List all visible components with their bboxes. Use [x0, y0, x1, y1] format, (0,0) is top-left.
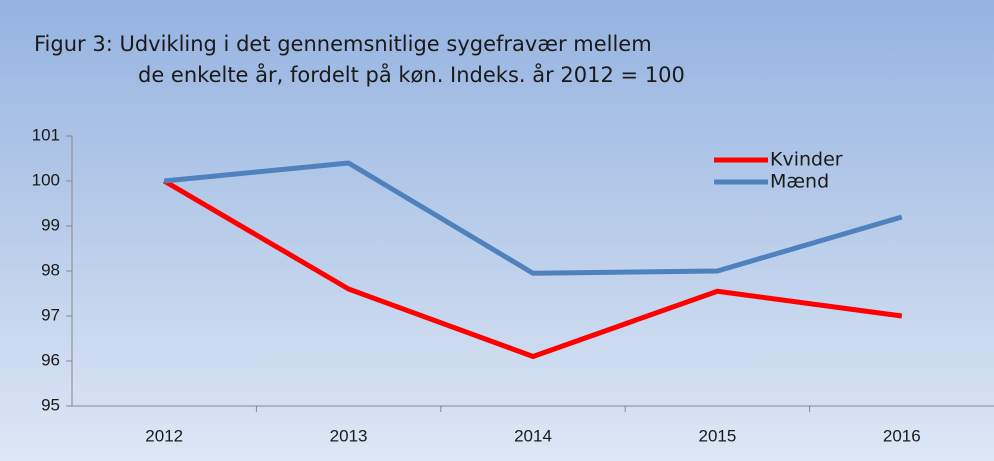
legend-label: Kvinder: [770, 149, 843, 171]
y-tick-label: 96: [41, 350, 60, 369]
y-tick-label: 97: [41, 305, 60, 324]
x-tick-label: 2012: [145, 426, 183, 445]
y-tick-label: 99: [41, 215, 60, 234]
series-line: [162, 178, 903, 359]
y-tick-label: 100: [32, 170, 60, 189]
x-tick-label: 2014: [514, 426, 552, 445]
chart-title: de enkelte år, fordelt på køn. Indeks. å…: [138, 62, 685, 87]
x-tick-label: 2013: [330, 426, 368, 445]
chart-title: Figur 3: Udvikling i det gennemsnitlige …: [34, 32, 652, 56]
legend-label: Mænd: [770, 171, 829, 193]
series-line: [163, 160, 903, 276]
y-tick-label: 98: [41, 260, 60, 279]
x-tick-label: 2016: [883, 426, 921, 445]
x-tick-label: 2015: [698, 426, 736, 445]
y-tick-label: 101: [32, 125, 60, 144]
y-tick-label: 95: [41, 395, 60, 414]
